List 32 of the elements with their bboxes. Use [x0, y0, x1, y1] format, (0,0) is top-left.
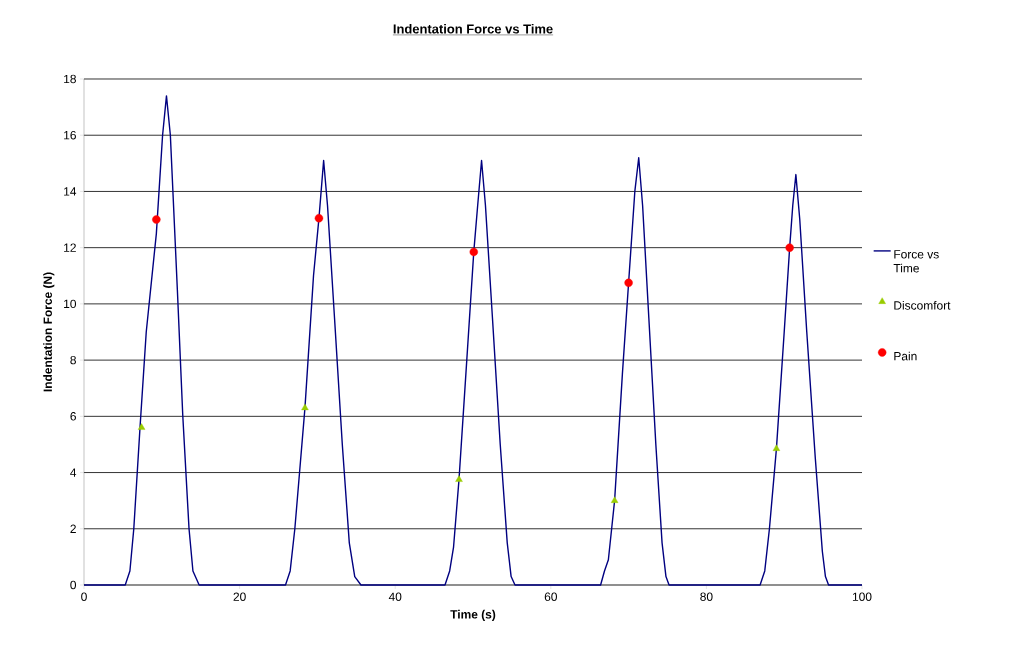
y-axis-title: Indentation Force (N) — [43, 272, 55, 392]
y-tick-label: 14 — [64, 187, 77, 196]
point — [301, 403, 309, 411]
point — [314, 213, 324, 223]
point — [152, 215, 161, 224]
x-tick-label: 100 — [852, 592, 872, 601]
point — [455, 475, 463, 482]
point — [785, 243, 794, 252]
y-tick-label: 8 — [70, 355, 76, 365]
y-tick-label: 10 — [64, 299, 77, 309]
point — [610, 496, 619, 503]
legend-label: Discomfort — [894, 300, 951, 310]
y-tick-label: 12 — [64, 243, 76, 252]
point — [469, 247, 478, 257]
point — [137, 423, 146, 430]
point — [772, 444, 781, 451]
point — [624, 278, 633, 287]
y-tick-label: 16 — [64, 130, 76, 140]
x-tick-label: 20 — [233, 592, 246, 601]
x-tick-label: 0 — [81, 592, 87, 601]
x-tick-label: 60 — [544, 592, 557, 601]
legend-label: Force vs Time — [893, 250, 939, 273]
chart-title: Indentation Force vs Time — [393, 23, 553, 34]
x-tick-label: 40 — [388, 592, 402, 601]
y-tick-label: 6 — [70, 412, 76, 421]
y-tick-label: 0 — [70, 580, 77, 590]
x-axis-title: Time (s) — [450, 609, 496, 621]
y-tick-label: 2 — [70, 524, 76, 533]
x-tick-label: 80 — [700, 592, 713, 601]
legend-label: Pain — [894, 351, 917, 361]
y-tick-label: 4 — [70, 468, 77, 477]
y-tick-label: 18 — [64, 74, 76, 84]
